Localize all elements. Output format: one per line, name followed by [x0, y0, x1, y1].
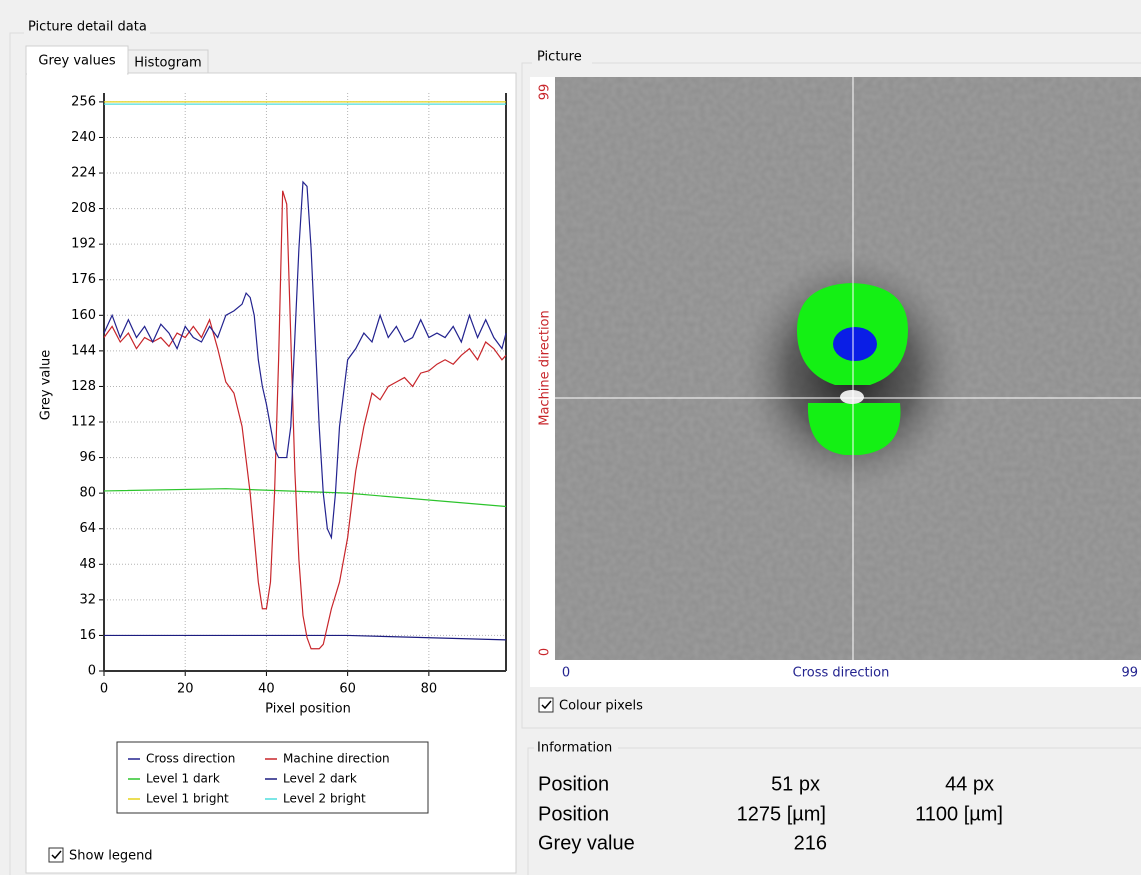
x-tick-label: 0 [100, 682, 108, 697]
y-tick-label: 80 [79, 486, 96, 501]
info-label: Grey value [538, 832, 635, 854]
y-tick-label: 224 [71, 166, 96, 181]
y-tick-label: 128 [71, 379, 96, 394]
y-tick-label: 16 [79, 628, 96, 643]
tab-label[interactable]: Grey values [38, 54, 115, 69]
tab-label[interactable]: Histogram [134, 56, 201, 71]
info-value: 1275 [µm] [737, 803, 826, 825]
x-axis-min: 0 [562, 666, 570, 681]
information-title: Information [537, 741, 612, 756]
legend-label: Machine direction [283, 752, 390, 766]
x-tick-label: 20 [177, 682, 194, 697]
y-tick-label: 240 [71, 130, 96, 145]
group-box [528, 748, 1141, 875]
y-tick-label: 64 [79, 521, 96, 536]
y-tick-label: 112 [71, 415, 96, 430]
legend-label: Level 1 dark [146, 772, 220, 786]
y-tick-label: 176 [71, 272, 96, 287]
y-axis-max: 99 [538, 84, 553, 101]
picture-title: Picture [537, 50, 582, 65]
x-axis-label: Cross direction [793, 666, 890, 681]
window: Picture detail data Grey values Histogra… [0, 0, 1141, 875]
bright-pixels [840, 390, 864, 404]
x-tick-label: 60 [339, 682, 356, 697]
x-tick-label: 40 [258, 682, 275, 697]
checkbox-label[interactable]: Colour pixels [559, 699, 643, 714]
y-axis-label: Grey value [39, 350, 54, 420]
group-title: Picture detail data [28, 20, 147, 35]
x-axis-max: 99 [1121, 666, 1138, 681]
tab-join [27, 72, 127, 75]
info-value: 216 [794, 832, 827, 854]
legend-label: Level 1 bright [146, 792, 229, 806]
checkbox[interactable] [49, 848, 63, 862]
y-tick-label: 144 [71, 343, 96, 358]
y-tick-label: 256 [71, 94, 96, 109]
info-label: Position [538, 803, 609, 825]
x-axis-label: Pixel position [265, 702, 351, 717]
info-value: 1100 [µm] [915, 803, 1003, 825]
info-value: 44 px [945, 773, 994, 795]
legend-label: Level 2 bright [283, 792, 366, 806]
legend-label: Cross direction [146, 752, 235, 766]
y-tick-label: 96 [79, 450, 96, 465]
x-tick-label: 80 [421, 682, 438, 697]
checkbox[interactable] [539, 698, 553, 712]
y-axis-label: Machine direction [538, 310, 553, 426]
y-tick-label: 192 [71, 237, 96, 252]
y-tick-label: 32 [79, 592, 96, 607]
y-tick-label: 208 [71, 201, 96, 216]
y-tick-label: 48 [79, 557, 96, 572]
info-label: Position [538, 773, 609, 795]
y-tick-label: 0 [88, 664, 96, 679]
checkbox-label[interactable]: Show legend [69, 849, 153, 864]
colour-pixels-dark [833, 327, 877, 361]
y-axis-min: 0 [538, 648, 553, 656]
y-tick-label: 160 [71, 308, 96, 323]
info-value: 51 px [771, 773, 820, 795]
legend-label: Level 2 dark [283, 772, 357, 786]
